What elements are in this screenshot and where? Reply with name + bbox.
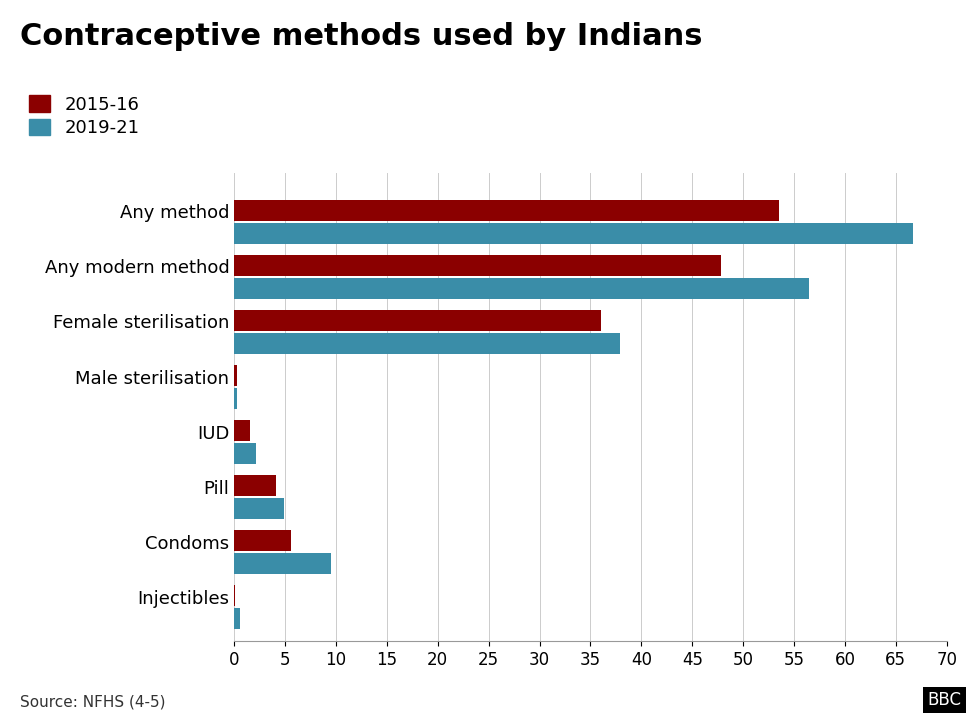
Bar <box>234 420 250 441</box>
Bar <box>234 443 256 464</box>
Bar <box>234 498 284 519</box>
Legend: 2015-16, 2019-21: 2015-16, 2019-21 <box>28 96 140 138</box>
Bar <box>234 388 237 409</box>
Text: BBC: BBC <box>927 691 961 709</box>
Bar <box>234 310 600 330</box>
Bar <box>234 530 291 551</box>
Bar <box>234 585 235 606</box>
Bar <box>234 199 779 221</box>
Bar <box>234 333 620 354</box>
Bar <box>234 223 914 244</box>
Text: Source: NFHS (4-5): Source: NFHS (4-5) <box>20 694 165 709</box>
Text: Contraceptive methods used by Indians: Contraceptive methods used by Indians <box>20 22 702 50</box>
Bar <box>234 278 809 299</box>
Bar <box>234 365 237 386</box>
Bar <box>234 255 720 276</box>
Bar <box>234 475 276 496</box>
Bar <box>234 608 240 629</box>
Bar <box>234 553 331 574</box>
